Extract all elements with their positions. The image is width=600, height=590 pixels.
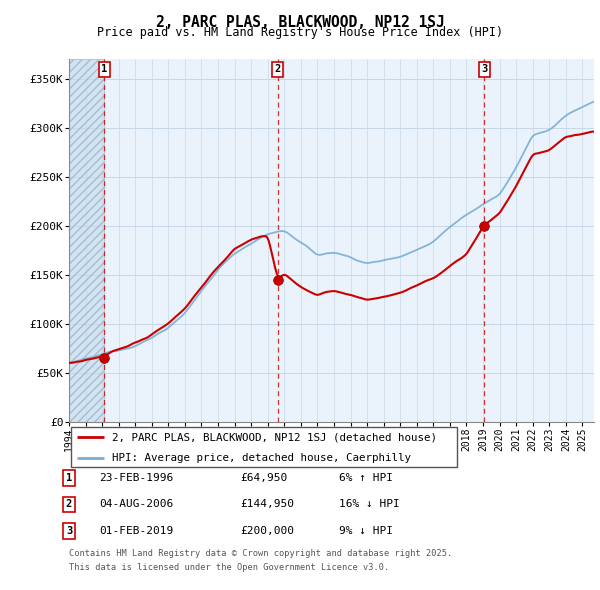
Text: 3: 3 (481, 64, 487, 74)
Text: 1: 1 (101, 64, 107, 74)
Text: £144,950: £144,950 (240, 500, 294, 509)
Text: 23-FEB-1996: 23-FEB-1996 (99, 473, 173, 483)
Text: £200,000: £200,000 (240, 526, 294, 536)
Text: 6% ↑ HPI: 6% ↑ HPI (339, 473, 393, 483)
Text: 16% ↓ HPI: 16% ↓ HPI (339, 500, 400, 509)
Text: 01-FEB-2019: 01-FEB-2019 (99, 526, 173, 536)
Text: 1: 1 (66, 473, 72, 483)
Bar (69, 59, 104, 422)
Text: 04-AUG-2006: 04-AUG-2006 (99, 500, 173, 509)
Text: 2: 2 (66, 500, 72, 509)
Text: Price paid vs. HM Land Registry's House Price Index (HPI): Price paid vs. HM Land Registry's House … (97, 26, 503, 39)
Text: 2, PARC PLAS, BLACKWOOD, NP12 1SJ: 2, PARC PLAS, BLACKWOOD, NP12 1SJ (155, 15, 445, 30)
Text: This data is licensed under the Open Government Licence v3.0.: This data is licensed under the Open Gov… (69, 563, 389, 572)
Text: 2, PARC PLAS, BLACKWOOD, NP12 1SJ (detached house): 2, PARC PLAS, BLACKWOOD, NP12 1SJ (detac… (112, 432, 437, 442)
Text: 9% ↓ HPI: 9% ↓ HPI (339, 526, 393, 536)
FancyBboxPatch shape (71, 427, 457, 467)
Text: Contains HM Land Registry data © Crown copyright and database right 2025.: Contains HM Land Registry data © Crown c… (69, 549, 452, 558)
Text: 3: 3 (66, 526, 72, 536)
Text: HPI: Average price, detached house, Caerphilly: HPI: Average price, detached house, Caer… (112, 453, 411, 463)
Bar (69, 59, 104, 422)
Text: £64,950: £64,950 (240, 473, 287, 483)
Text: 2: 2 (274, 64, 281, 74)
